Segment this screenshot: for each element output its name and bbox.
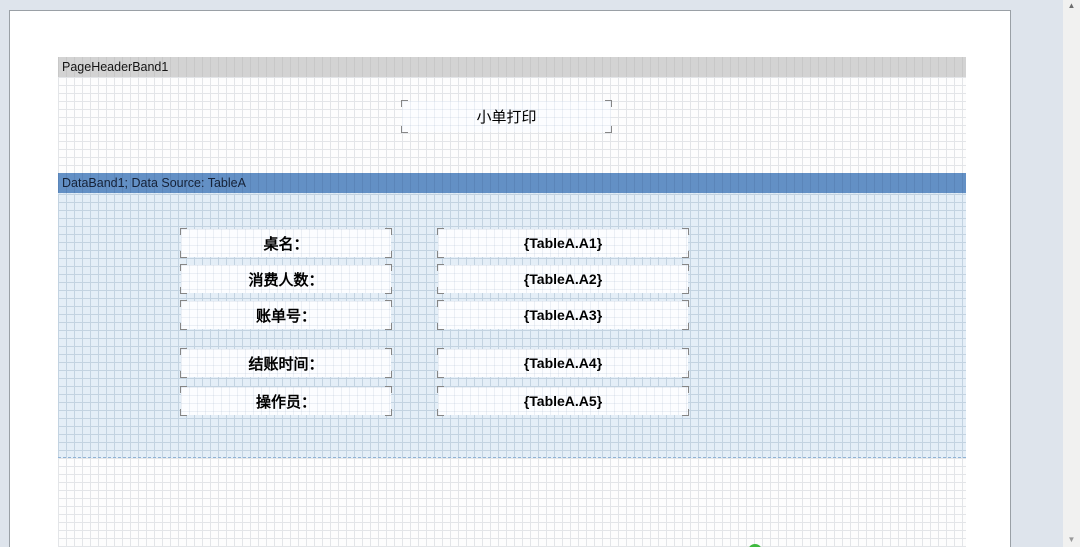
corner-handle-tr — [385, 348, 392, 355]
label-text: 操作员： — [255, 393, 316, 411]
corner-handle-bl — [437, 287, 444, 294]
label-text: 账单号： — [255, 307, 316, 325]
green-indicator-icon — [748, 544, 762, 547]
corner-handle-bl — [437, 251, 444, 258]
corner-handle-tr — [385, 264, 392, 271]
scroll-up-icon[interactable]: ▲ — [1067, 1, 1076, 10]
vertical-scrollbar[interactable]: ▲ ▼ — [1063, 0, 1080, 547]
label-text: 消费人数： — [248, 271, 324, 289]
value-textbox-a4[interactable]: {TableA.A4} — [437, 348, 689, 378]
corner-handle-br — [605, 126, 612, 133]
value-textbox-a3[interactable]: {TableA.A3} — [437, 300, 689, 330]
corner-handle-bl — [401, 126, 408, 133]
corner-handle-tl — [437, 264, 444, 271]
label-textbox-guest-count[interactable]: 消费人数： — [180, 264, 392, 294]
corner-handle-br — [682, 251, 689, 258]
corner-handle-bl — [180, 251, 187, 258]
corner-handle-tl — [437, 300, 444, 307]
data-band-bar[interactable]: DataBand1; Data Source: TableA — [58, 173, 966, 193]
corner-handle-br — [385, 251, 392, 258]
label-textbox-table-name[interactable]: 桌名： — [180, 228, 392, 258]
corner-handle-tl — [180, 228, 187, 235]
page-header-band-title: PageHeaderBand1 — [62, 60, 169, 74]
label-text: 桌名： — [263, 235, 309, 253]
corner-handle-br — [385, 409, 392, 416]
corner-handle-br — [682, 287, 689, 294]
report-page[interactable]: PageHeaderBand1 小单打印 DataBand1; Data Sou… — [9, 10, 1011, 547]
corner-handle-br — [682, 323, 689, 330]
corner-handle-bl — [180, 287, 187, 294]
value-text: {TableA.A4} — [523, 355, 603, 371]
lower-page-area — [58, 458, 966, 547]
scroll-down-icon[interactable]: ▼ — [1067, 535, 1076, 544]
corner-handle-tl — [401, 100, 408, 107]
corner-handle-bl — [180, 323, 187, 330]
label-textbox-checkout-time[interactable]: 结账时间： — [180, 348, 392, 378]
corner-handle-tr — [682, 348, 689, 355]
value-textbox-a5[interactable]: {TableA.A5} — [437, 386, 689, 416]
value-textbox-a1[interactable]: {TableA.A1} — [437, 228, 689, 258]
corner-handle-tr — [385, 386, 392, 393]
corner-handle-tl — [180, 264, 187, 271]
value-text: {TableA.A3} — [523, 307, 603, 323]
corner-handle-br — [682, 409, 689, 416]
corner-handle-tr — [605, 100, 612, 107]
report-title-textbox[interactable]: 小单打印 — [401, 100, 612, 133]
data-band-title: DataBand1; Data Source: TableA — [62, 176, 246, 190]
report-title-text: 小单打印 — [476, 109, 537, 126]
value-text: {TableA.A5} — [523, 393, 603, 409]
corner-handle-tr — [682, 386, 689, 393]
corner-handle-tr — [682, 228, 689, 235]
corner-handle-bl — [437, 409, 444, 416]
corner-handle-br — [385, 371, 392, 378]
corner-handle-tl — [437, 348, 444, 355]
label-text: 结账时间： — [248, 355, 324, 373]
corner-handle-br — [385, 323, 392, 330]
label-textbox-bill-number[interactable]: 账单号： — [180, 300, 392, 330]
corner-handle-tl — [437, 228, 444, 235]
corner-handle-tl — [437, 386, 444, 393]
corner-handle-br — [385, 287, 392, 294]
value-text: {TableA.A1} — [523, 235, 603, 251]
corner-handle-tl — [180, 300, 187, 307]
page-header-band-bar[interactable]: PageHeaderBand1 — [58, 57, 966, 77]
corner-handle-bl — [180, 409, 187, 416]
corner-handle-bl — [180, 371, 187, 378]
corner-handle-br — [682, 371, 689, 378]
corner-handle-tl — [180, 386, 187, 393]
corner-handle-tr — [682, 300, 689, 307]
corner-handle-bl — [437, 323, 444, 330]
value-textbox-a2[interactable]: {TableA.A2} — [437, 264, 689, 294]
corner-handle-tr — [682, 264, 689, 271]
corner-handle-tr — [385, 300, 392, 307]
value-text: {TableA.A2} — [523, 271, 603, 287]
corner-handle-tl — [180, 348, 187, 355]
corner-handle-tr — [385, 228, 392, 235]
corner-handle-bl — [437, 371, 444, 378]
label-textbox-operator[interactable]: 操作员： — [180, 386, 392, 416]
